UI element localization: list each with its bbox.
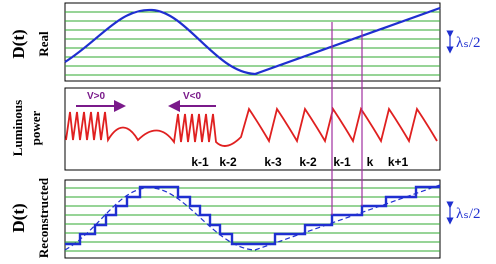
panel-label: Real bbox=[36, 31, 51, 57]
panel-label: Reconstructed bbox=[36, 177, 51, 258]
axis-label: D(t) bbox=[9, 29, 28, 58]
fringe-label: k-1 bbox=[333, 155, 351, 169]
step-label: λₛ/2 bbox=[456, 206, 481, 222]
panel-label: power bbox=[28, 110, 43, 145]
fringe-label: k-1 bbox=[191, 155, 209, 169]
panel-label: Luminous bbox=[10, 100, 25, 156]
real-curve bbox=[64, 6, 441, 76]
panel-frame bbox=[64, 2, 441, 82]
panel-luminous: Luminous power V>0 V<0 k-1 k-2 k-3 k-2 k… bbox=[10, 87, 441, 171]
step-label: λₛ/2 bbox=[456, 35, 481, 51]
panel-reconstructed: D(t) Reconstructed λₛ/2 bbox=[9, 177, 481, 259]
direction-label: V>0 bbox=[87, 91, 106, 102]
fringe-label: k-3 bbox=[264, 155, 282, 169]
panel-real: D(t) Real λₛ/2 bbox=[9, 2, 481, 82]
reconstructed-staircase bbox=[65, 185, 440, 246]
panel-frame bbox=[64, 87, 441, 171]
fringe-label: k-2 bbox=[299, 155, 317, 169]
grid bbox=[65, 11, 440, 76]
fringe-label: k+1 bbox=[388, 155, 409, 169]
luminous-signal bbox=[65, 106, 438, 147]
panel-frame bbox=[64, 179, 441, 259]
real-curve-dashed bbox=[64, 184, 441, 251]
direction-label: V<0 bbox=[183, 91, 202, 102]
axis-label: D(t) bbox=[9, 203, 28, 232]
fringe-label: k-2 bbox=[219, 155, 237, 169]
fringe-label: k bbox=[367, 155, 374, 169]
